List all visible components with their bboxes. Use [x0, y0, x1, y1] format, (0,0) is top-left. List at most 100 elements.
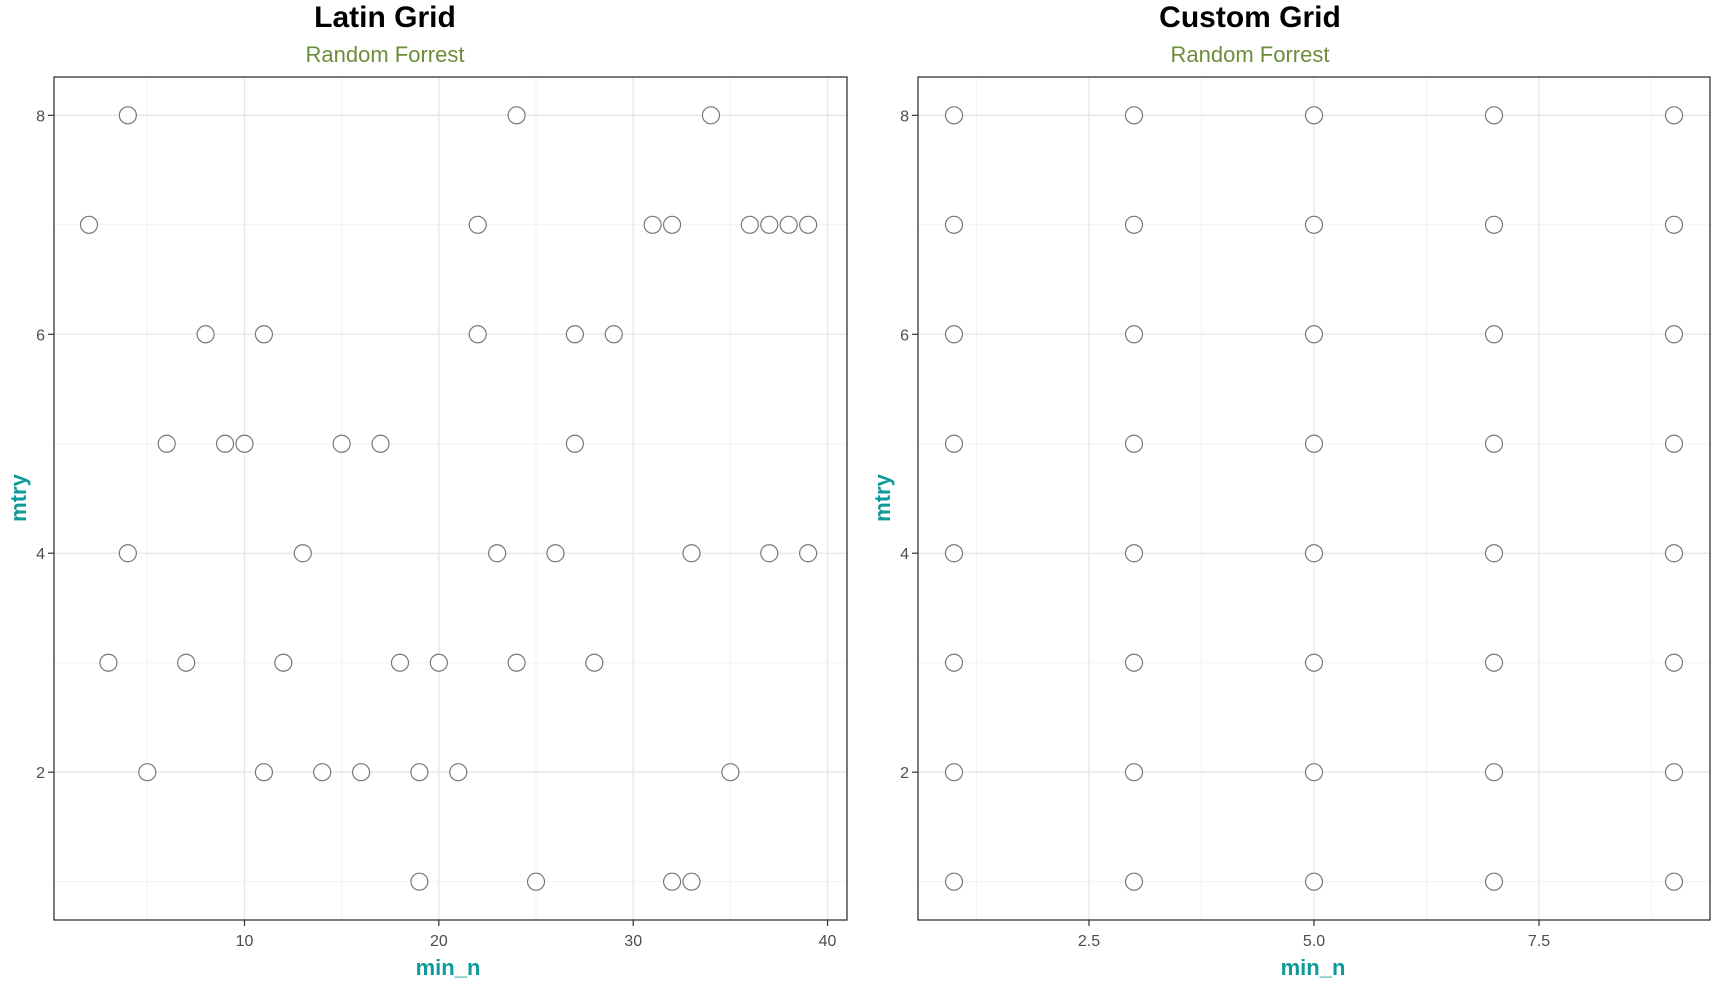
x-tick-label: 30 — [624, 933, 642, 950]
data-point — [1484, 106, 1504, 125]
data-point — [410, 763, 429, 782]
data-points — [944, 106, 1684, 891]
data-point — [1304, 544, 1324, 563]
data-point — [701, 106, 721, 125]
data-point — [410, 872, 429, 891]
x-tick-label: 2.5 — [1078, 933, 1100, 950]
panel-latin-grid: Latin Grid Random Forrest min_n mtry 10 2… — [6, 1, 848, 980]
data-point — [1304, 325, 1324, 344]
data-point — [177, 653, 196, 672]
grid-lines — [918, 77, 1710, 920]
data-point — [507, 653, 526, 672]
y-tick-label: 6 — [900, 327, 909, 344]
data-point — [1304, 763, 1324, 782]
y-tick-label: 2 — [36, 765, 45, 782]
data-point — [507, 106, 526, 125]
data-point — [526, 872, 546, 891]
data-point — [1304, 215, 1324, 234]
data-point — [488, 544, 507, 563]
data-point — [351, 763, 371, 782]
data-point — [944, 325, 964, 344]
chart-title: Custom Grid — [1159, 1, 1341, 34]
data-point — [585, 653, 604, 672]
data-point — [546, 544, 565, 563]
data-point — [1124, 653, 1144, 672]
data-point — [293, 544, 312, 563]
data-point — [1304, 106, 1324, 125]
data-point — [662, 215, 682, 234]
y-axis-title: mtry — [870, 473, 895, 521]
y-tick-label: 8 — [900, 108, 909, 125]
data-point — [254, 325, 274, 344]
data-point — [1124, 763, 1144, 782]
axis-ticks: 2.5 5.0 7.5 2 4 6 8 — [900, 108, 1550, 950]
data-points — [79, 106, 818, 891]
data-point — [799, 544, 818, 563]
y-tick-label: 2 — [900, 765, 909, 782]
data-point — [1124, 434, 1144, 453]
data-point — [604, 325, 623, 344]
data-point — [1484, 434, 1504, 453]
x-tick-label: 5.0 — [1303, 933, 1325, 950]
data-point — [196, 325, 215, 344]
data-point — [429, 653, 448, 672]
panel-custom-grid: Custom Grid Random Forrest min_n mtry 2.… — [870, 1, 1711, 980]
data-point — [390, 653, 410, 672]
data-point — [944, 763, 964, 782]
data-point — [1484, 763, 1504, 782]
data-point — [1664, 215, 1684, 234]
axis-ticks: 10 20 30 40 2 4 6 8 — [36, 108, 836, 950]
chart-subtitle: Random Forrest — [1171, 42, 1330, 67]
plot-frame — [53, 76, 848, 921]
data-point — [1484, 215, 1504, 234]
x-axis-title: min_n — [416, 955, 481, 980]
y-axis-title: mtry — [6, 473, 31, 521]
data-point — [1664, 653, 1684, 672]
data-point — [1124, 325, 1144, 344]
x-tick-label: 10 — [236, 933, 254, 950]
data-point — [565, 325, 584, 344]
x-tick-label: 20 — [430, 933, 448, 950]
chart-subtitle: Random Forrest — [306, 42, 465, 67]
data-point — [332, 434, 351, 453]
data-point — [944, 653, 964, 672]
data-point — [760, 544, 779, 563]
x-tick-label: 40 — [819, 933, 837, 950]
data-point — [565, 434, 584, 453]
data-point — [944, 215, 964, 234]
y-tick-label: 6 — [36, 327, 45, 344]
data-point — [118, 106, 137, 125]
grid-lines — [54, 77, 847, 920]
data-point — [1484, 653, 1504, 672]
data-point — [79, 215, 99, 234]
plot-frame — [917, 76, 1711, 921]
data-point — [1664, 325, 1684, 344]
data-point — [1304, 434, 1324, 453]
data-point — [468, 325, 487, 344]
data-point — [662, 872, 682, 891]
data-point — [468, 215, 487, 234]
chart-title: Latin Grid — [314, 1, 456, 34]
data-point — [1124, 872, 1144, 891]
data-point — [274, 653, 293, 672]
y-tick-label: 8 — [36, 108, 45, 125]
data-point — [1664, 434, 1684, 453]
y-tick-label: 4 — [900, 546, 909, 563]
data-point — [682, 544, 701, 563]
x-tick-label: 7.5 — [1528, 933, 1550, 950]
data-point — [157, 434, 176, 453]
data-point — [1484, 325, 1504, 344]
data-point — [235, 434, 254, 453]
data-point — [944, 106, 964, 125]
data-point — [138, 763, 157, 782]
data-point — [1484, 544, 1504, 563]
data-point — [1304, 872, 1324, 891]
data-point — [1124, 544, 1144, 563]
data-point — [371, 434, 390, 453]
data-point — [721, 763, 740, 782]
y-tick-label: 4 — [36, 546, 45, 563]
x-axis-title: min_n — [1281, 955, 1346, 980]
data-point — [215, 434, 235, 453]
data-point — [118, 544, 137, 563]
